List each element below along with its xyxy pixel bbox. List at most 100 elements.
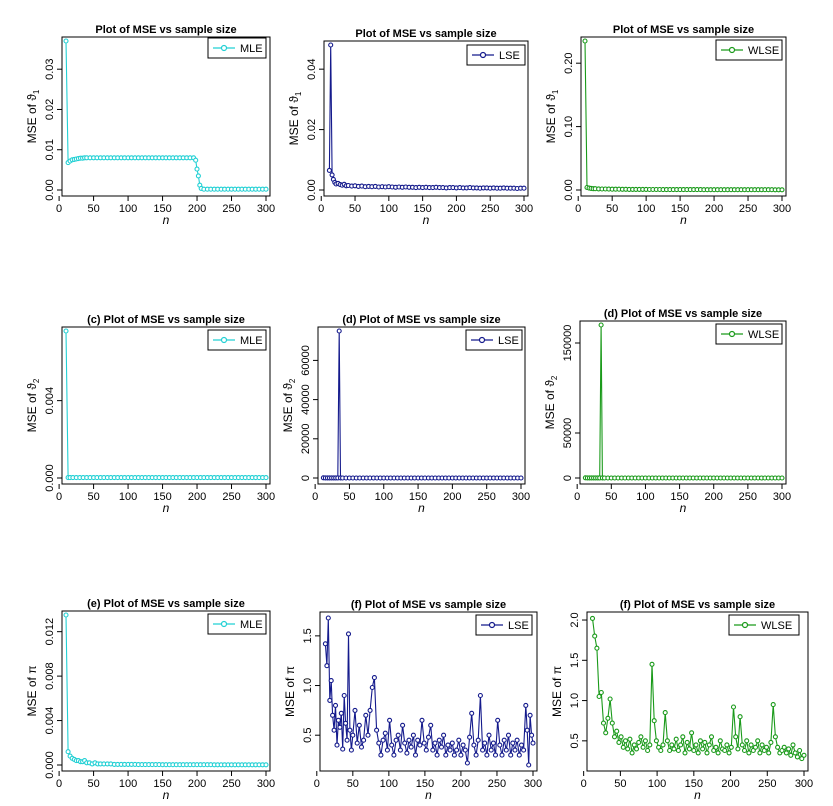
panel-2-point bbox=[326, 167, 332, 173]
panel-8-ylabel-symbol: π bbox=[283, 666, 297, 674]
panel-8-point bbox=[328, 678, 334, 684]
panel-8-point bbox=[410, 732, 416, 738]
panel-1-ylabel-prefix: MSE of bbox=[25, 101, 39, 144]
panel-9-title: (f) Plot of MSE vs sample size bbox=[620, 599, 775, 611]
panel-6-ylabel-sub: 2 bbox=[550, 375, 559, 380]
panel-8-point bbox=[514, 737, 520, 743]
panel-3-xtick-label: 200 bbox=[705, 203, 723, 215]
panel-9-point bbox=[700, 746, 706, 752]
panel-9-point bbox=[616, 739, 622, 745]
panel-6-xtick-label: 300 bbox=[773, 491, 791, 503]
panel-8-point bbox=[516, 752, 522, 758]
panel-3: Plot of MSE vs sample size 0 50 100 150 200 25… bbox=[544, 24, 791, 227]
panel-9-point bbox=[673, 736, 679, 742]
panel-8-point bbox=[393, 737, 399, 743]
panel-8-point bbox=[376, 740, 382, 746]
panel-5-point bbox=[336, 328, 342, 334]
panel-2-ylabel-sub: 1 bbox=[294, 91, 303, 96]
panel-9-point bbox=[600, 720, 607, 726]
panel-9-point bbox=[596, 693, 602, 700]
panel-1-xtick-label: 200 bbox=[188, 203, 206, 215]
panel-7-point bbox=[263, 762, 269, 768]
panel-8-xlabel: n bbox=[425, 788, 432, 802]
panel-2-xtick-label: 100 bbox=[380, 203, 398, 215]
panel-2-ytick-label: 0.02 bbox=[306, 119, 318, 140]
panel-7: (e) Plot of MSE vs sample size 0 50 100 150 2… bbox=[25, 598, 275, 802]
panel-6-ylabel: MSE of ϑ2 bbox=[543, 375, 559, 429]
panel-1-xlabel: n bbox=[163, 213, 170, 227]
panel-5-title: (d) Plot of MSE vs sample size bbox=[342, 314, 500, 326]
panel-5-series-line bbox=[323, 330, 521, 479]
panel-1-ytick-label: 0.00 bbox=[44, 179, 56, 200]
panel-8-point bbox=[482, 740, 488, 746]
panel-8-point bbox=[497, 742, 503, 748]
panel-8-point bbox=[338, 710, 344, 716]
panel-2-xlabel: n bbox=[423, 213, 430, 227]
panel-7-point bbox=[65, 749, 71, 755]
panel-8-point bbox=[521, 747, 527, 753]
panel-9-point bbox=[611, 734, 618, 740]
panel-3-xtick-label: 50 bbox=[606, 203, 618, 215]
panel-9-point bbox=[691, 747, 697, 754]
panel-9-point bbox=[739, 742, 745, 748]
panel-9-xtick-label: 200 bbox=[721, 778, 739, 790]
panel-8-point bbox=[408, 744, 414, 750]
panel-3-xtick-label: 150 bbox=[671, 203, 689, 215]
panel-4-ytick-label: 0.000 bbox=[44, 464, 56, 492]
panel-6-xtick-label: 200 bbox=[705, 491, 723, 503]
panel-2-legend-label: LSE bbox=[499, 50, 520, 62]
panel-2-point bbox=[328, 42, 334, 48]
panel-4: (c) Plot of MSE vs sample size 0 50 100 150 2… bbox=[25, 314, 275, 515]
panel-8-point bbox=[512, 747, 518, 753]
panel-9-point bbox=[722, 747, 728, 754]
panel-9-point bbox=[768, 739, 774, 745]
panel-8-point bbox=[480, 747, 486, 753]
panel-7-ytick-label: 0.004 bbox=[44, 707, 56, 735]
panel-8-point bbox=[343, 720, 349, 726]
panel-8-point bbox=[469, 710, 475, 716]
panel-8-point bbox=[499, 752, 505, 758]
panel-7-ylabel: MSE of π bbox=[25, 666, 39, 717]
panel-8-point bbox=[438, 744, 445, 750]
panel-8-point bbox=[530, 740, 536, 746]
panel-1-xtick-label: 300 bbox=[257, 203, 275, 215]
panel-8-point bbox=[467, 734, 473, 740]
panel-3-title: Plot of MSE vs sample size bbox=[613, 24, 754, 36]
panel-9-point bbox=[708, 734, 715, 740]
panel-8-point bbox=[397, 747, 403, 753]
panel-8-point bbox=[335, 717, 341, 723]
panel-8-point bbox=[492, 752, 499, 758]
panel-8-point bbox=[477, 692, 483, 699]
panel-6-title: (d) Plot of MSE vs sample size bbox=[604, 308, 762, 320]
panel-8-point bbox=[363, 712, 369, 718]
panel-5-xtick-label: 50 bbox=[343, 491, 355, 503]
panel-9-point bbox=[625, 746, 631, 752]
panel-5-legend: LSE bbox=[465, 329, 523, 351]
panel-8-point bbox=[404, 750, 410, 756]
panel-3-frame bbox=[580, 36, 787, 197]
panel-4-point bbox=[63, 328, 69, 334]
panel-9-point bbox=[684, 739, 690, 745]
panel-8-point bbox=[425, 734, 432, 740]
panel-8-point bbox=[471, 742, 477, 748]
panel-8-point bbox=[523, 702, 529, 708]
panel-8-xtick-label: 100 bbox=[380, 778, 398, 790]
panel-3-point bbox=[779, 187, 785, 193]
panel-6-series-line bbox=[585, 324, 782, 479]
panel-3-xtick-label: 100 bbox=[637, 203, 655, 215]
panel-4-xtick-label: 200 bbox=[188, 491, 206, 503]
panel-9-ylabel: MSE of π bbox=[550, 666, 564, 717]
panel-4-xlabel: n bbox=[163, 501, 170, 515]
panel-6-ytick-label: 0 bbox=[562, 475, 574, 481]
panel-7-xlabel: n bbox=[163, 788, 170, 802]
panel-8-point bbox=[327, 697, 333, 703]
panel-1-frame bbox=[61, 36, 271, 197]
panel-9-ylabel-symbol: π bbox=[550, 666, 564, 674]
panel-7-xtick-label: 250 bbox=[222, 778, 240, 790]
panel-8-xtick-label: 300 bbox=[524, 778, 542, 790]
panel-9-point bbox=[649, 661, 655, 667]
panel-8-point bbox=[330, 712, 336, 718]
panel-1-xtick-label: 250 bbox=[222, 203, 240, 215]
panel-5-ylabel-prefix: MSE of bbox=[281, 390, 295, 433]
panel-8-ytick-label: 1.0 bbox=[302, 678, 314, 693]
